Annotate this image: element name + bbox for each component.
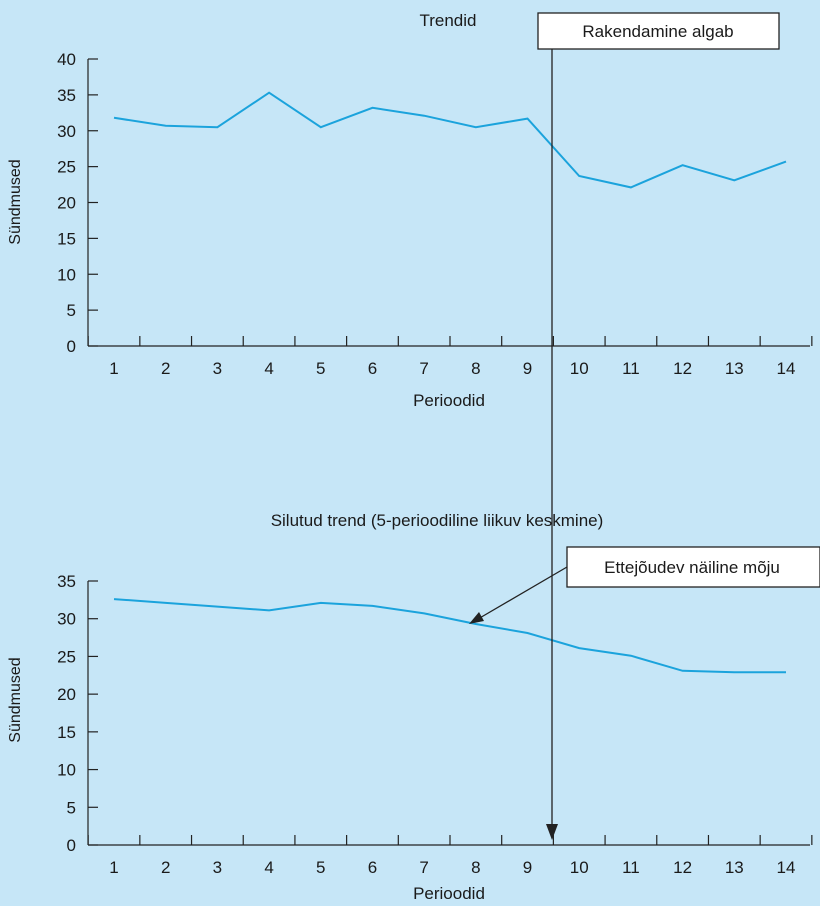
top-x-tick-label: 1 xyxy=(109,359,118,378)
callout-arrow-line xyxy=(477,566,568,620)
bottom-y-tick-label: 15 xyxy=(57,723,76,742)
bottom-y-tick-label: 25 xyxy=(57,647,76,666)
bottom-y-tick-label: 35 xyxy=(57,572,76,591)
top-x-ticks: 1 2 3 4 5 6 7 8 9 10 11 12 13 14 xyxy=(87,336,813,378)
top-x-tick-label: 11 xyxy=(622,359,640,378)
callout-text-implementation: Rakendamine algab xyxy=(582,22,733,41)
bottom-y-tick-label: 20 xyxy=(57,685,76,704)
top-y-tick-label: 15 xyxy=(57,229,76,248)
top-x-tick-label: 10 xyxy=(570,359,589,378)
top-x-tick-label: 4 xyxy=(264,359,273,378)
bottom-x-tick-label: 10 xyxy=(570,858,589,877)
callout-implementation-start: Rakendamine algab xyxy=(537,12,780,50)
bottom-x-tick-label: 12 xyxy=(673,858,692,877)
top-x-tick-label: 3 xyxy=(213,359,222,378)
top-y-tick-label: 20 xyxy=(57,194,76,213)
bottom-chart: Silutud trend (5-perioodiline liikuv kes… xyxy=(7,511,813,903)
bottom-y-ticks: 0 5 10 15 20 25 30 35 xyxy=(57,572,98,855)
bottom-y-tick-label: 10 xyxy=(57,761,76,780)
top-x-tick-label: 12 xyxy=(673,359,692,378)
bottom-x-tick-label: 11 xyxy=(622,858,640,877)
top-y-tick-label: 40 xyxy=(57,50,76,69)
top-y-tick-label: 25 xyxy=(57,158,76,177)
callout-box-anticipatory xyxy=(566,546,820,588)
bottom-x-tick-label: 7 xyxy=(419,858,428,877)
top-y-tick-label: 30 xyxy=(57,122,76,141)
bottom-x-axis-label: Perioodid xyxy=(413,884,485,903)
bottom-x-tick-label: 8 xyxy=(471,858,480,877)
bottom-x-ticks: 1 2 3 4 5 6 7 8 9 10 11 12 13 14 xyxy=(87,835,813,877)
bottom-x-tick-label: 4 xyxy=(264,858,273,877)
intervention-arrowhead xyxy=(546,824,558,840)
bottom-series-line xyxy=(113,598,786,674)
bottom-y-axis-label: Sündmused xyxy=(7,657,24,742)
top-y-tick-label: 10 xyxy=(57,265,76,284)
bottom-x-tick-label: 2 xyxy=(161,858,170,877)
bottom-x-tick-label: 1 xyxy=(109,858,118,877)
bottom-y-tick-label: 0 xyxy=(67,836,76,855)
top-x-tick-label: 7 xyxy=(419,359,428,378)
bottom-y-tick-label: 30 xyxy=(57,610,76,629)
top-y-tick-label: 5 xyxy=(67,301,76,320)
bottom-x-tick-label: 13 xyxy=(725,858,744,877)
bottom-y-tick-label: 5 xyxy=(67,798,76,817)
top-y-axis-label: Sündmused xyxy=(7,159,24,244)
bottom-x-tick-label: 14 xyxy=(777,858,796,877)
top-y-tick-label: 35 xyxy=(57,86,76,105)
callout-anticipatory-effect: Ettejõudev näiline mõju xyxy=(469,546,820,624)
bottom-x-tick-label: 3 xyxy=(213,858,222,877)
top-x-tick-label: 2 xyxy=(161,359,170,378)
top-x-axis-label: Perioodid xyxy=(413,391,485,410)
bottom-x-tick-label: 9 xyxy=(523,858,532,877)
callout-box-implementation xyxy=(537,12,780,50)
bottom-x-tick-label: 6 xyxy=(368,858,377,877)
top-y-ticks: 0 5 10 15 20 25 30 35 40 xyxy=(57,50,98,356)
top-x-tick-label: 5 xyxy=(316,359,325,378)
top-x-tick-label: 13 xyxy=(725,359,744,378)
callout-arrowhead xyxy=(469,612,484,624)
top-x-tick-label: 14 xyxy=(777,359,796,378)
callout-text-anticipatory: Ettejõudev näiline mõju xyxy=(604,558,780,577)
top-chart-title: Trendid xyxy=(419,11,476,30)
top-y-tick-label: 0 xyxy=(67,337,76,356)
top-series-line xyxy=(113,91,787,189)
top-x-tick-label: 8 xyxy=(471,359,480,378)
bottom-chart-title: Silutud trend (5-perioodiline liikuv kes… xyxy=(271,511,604,530)
top-x-tick-label: 9 xyxy=(523,359,532,378)
top-x-tick-label: 6 xyxy=(368,359,377,378)
bottom-x-tick-label: 5 xyxy=(316,858,325,877)
